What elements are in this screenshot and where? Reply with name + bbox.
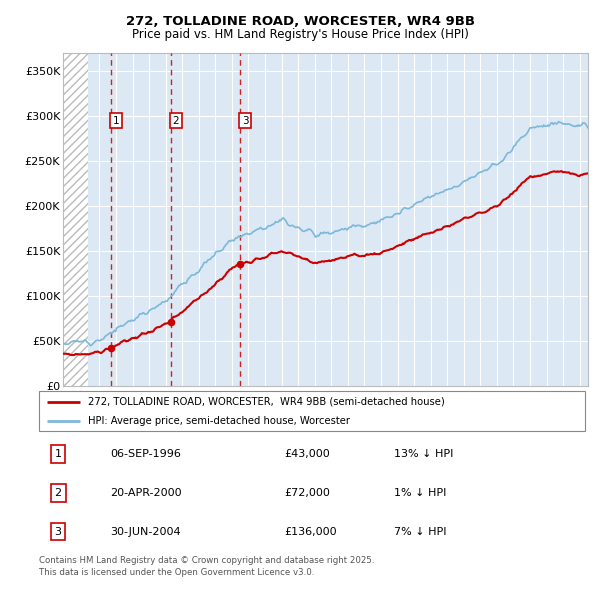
Text: 06-SEP-1996: 06-SEP-1996 [110, 449, 181, 458]
Bar [63, 53, 88, 386]
Text: 1% ↓ HPI: 1% ↓ HPI [394, 488, 446, 497]
Text: This data is licensed under the Open Government Licence v3.0.: This data is licensed under the Open Gov… [39, 568, 314, 576]
Text: £72,000: £72,000 [285, 488, 331, 497]
Text: 20-APR-2000: 20-APR-2000 [110, 488, 182, 497]
Text: Contains HM Land Registry data © Crown copyright and database right 2025.: Contains HM Land Registry data © Crown c… [39, 556, 374, 565]
Text: 1: 1 [55, 449, 62, 458]
Text: 13% ↓ HPI: 13% ↓ HPI [394, 449, 453, 458]
Text: 30-JUN-2004: 30-JUN-2004 [110, 527, 181, 536]
Text: 2: 2 [55, 488, 62, 497]
Text: 272, TOLLADINE ROAD, WORCESTER, WR4 9BB: 272, TOLLADINE ROAD, WORCESTER, WR4 9BB [125, 15, 475, 28]
Text: 7% ↓ HPI: 7% ↓ HPI [394, 527, 446, 536]
Text: £136,000: £136,000 [285, 527, 337, 536]
Text: HPI: Average price, semi-detached house, Worcester: HPI: Average price, semi-detached house,… [88, 416, 350, 425]
Text: 3: 3 [242, 116, 248, 126]
Text: Price paid vs. HM Land Registry's House Price Index (HPI): Price paid vs. HM Land Registry's House … [131, 28, 469, 41]
Text: 2: 2 [172, 116, 179, 126]
Text: 3: 3 [55, 527, 62, 536]
Text: 1: 1 [112, 116, 119, 126]
FancyBboxPatch shape [39, 391, 585, 431]
Text: 272, TOLLADINE ROAD, WORCESTER,  WR4 9BB (semi-detached house): 272, TOLLADINE ROAD, WORCESTER, WR4 9BB … [88, 397, 445, 407]
Text: £43,000: £43,000 [285, 449, 331, 458]
Bar [63, 53, 88, 386]
